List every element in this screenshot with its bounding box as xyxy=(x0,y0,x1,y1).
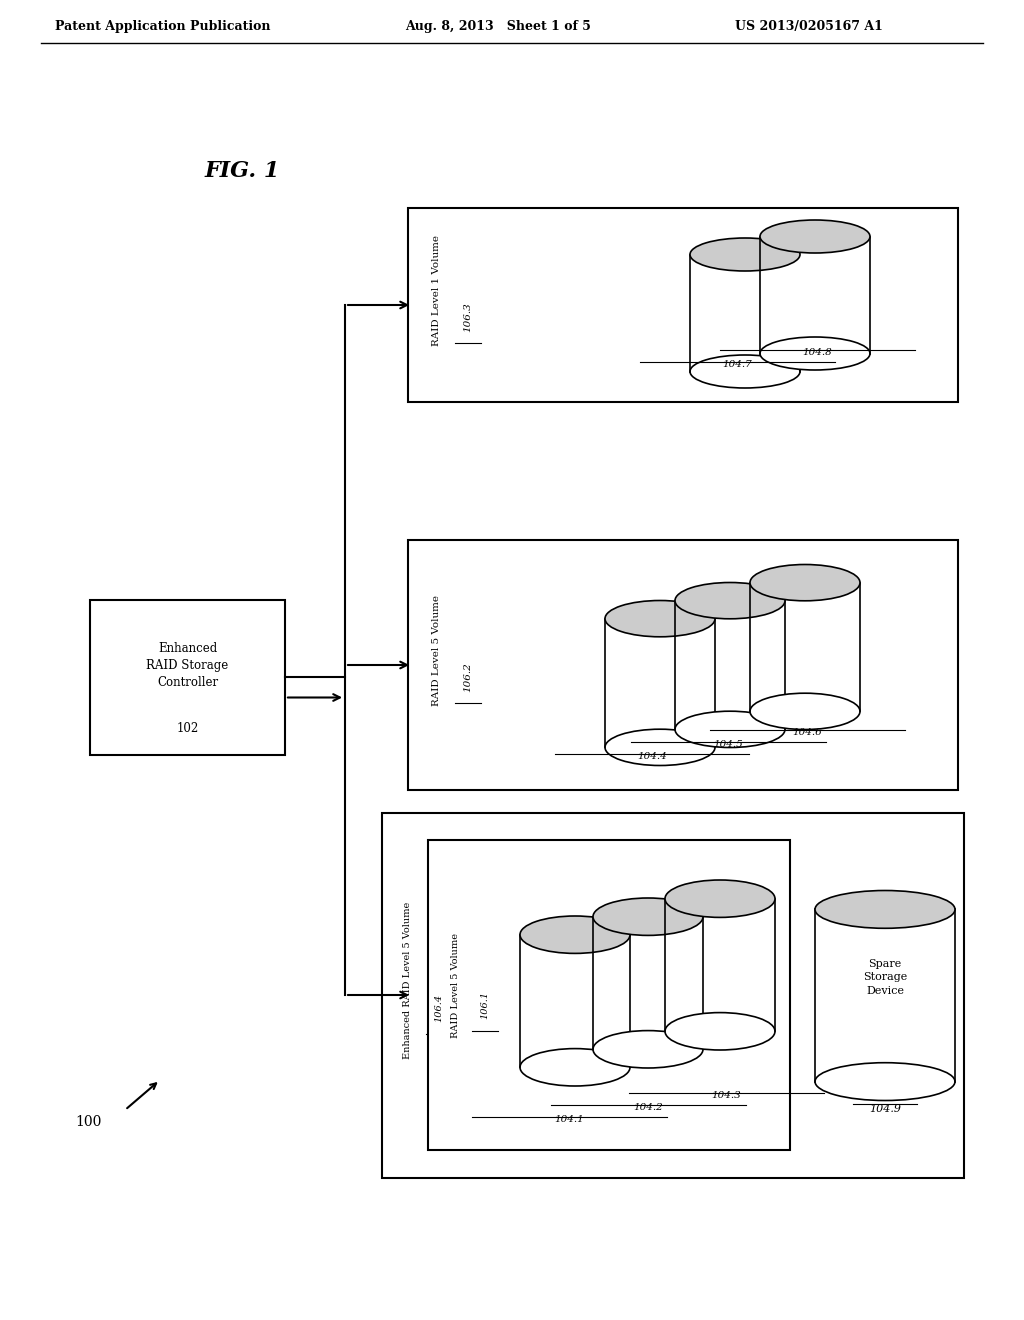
Ellipse shape xyxy=(675,582,785,619)
Text: 104.6: 104.6 xyxy=(793,729,822,737)
Ellipse shape xyxy=(665,880,775,917)
Ellipse shape xyxy=(675,711,785,747)
Ellipse shape xyxy=(815,1063,955,1101)
Text: 104.9: 104.9 xyxy=(869,1104,901,1114)
Text: 106.2: 106.2 xyxy=(464,663,472,692)
Ellipse shape xyxy=(665,1012,775,1049)
Ellipse shape xyxy=(605,729,715,766)
Ellipse shape xyxy=(605,601,715,636)
Text: 104.4: 104.4 xyxy=(637,752,667,762)
Bar xyxy=(90,601,285,755)
Bar xyxy=(815,909,955,1081)
Text: Patent Application Publication: Patent Application Publication xyxy=(55,20,270,33)
Ellipse shape xyxy=(593,1031,703,1068)
Bar xyxy=(750,582,860,711)
Text: 106.3: 106.3 xyxy=(464,302,472,331)
Bar xyxy=(690,255,800,371)
Text: 106.4: 106.4 xyxy=(434,994,443,1022)
Ellipse shape xyxy=(815,891,955,928)
Bar xyxy=(408,209,958,403)
Ellipse shape xyxy=(690,355,800,388)
Text: Aug. 8, 2013   Sheet 1 of 5: Aug. 8, 2013 Sheet 1 of 5 xyxy=(406,20,591,33)
Text: 104.5: 104.5 xyxy=(713,741,742,748)
Text: 104.8: 104.8 xyxy=(802,348,831,356)
Bar xyxy=(760,236,870,354)
Ellipse shape xyxy=(690,238,800,271)
Ellipse shape xyxy=(750,693,860,730)
Text: 102: 102 xyxy=(176,722,199,735)
Ellipse shape xyxy=(520,1048,630,1086)
Bar xyxy=(675,601,785,730)
Ellipse shape xyxy=(593,898,703,936)
Text: 104.7: 104.7 xyxy=(722,360,752,370)
Text: 104.1: 104.1 xyxy=(554,1115,584,1125)
Bar xyxy=(428,840,790,1150)
Text: 104.3: 104.3 xyxy=(711,1092,741,1100)
Bar xyxy=(593,916,703,1049)
Text: FIG. 1: FIG. 1 xyxy=(205,160,281,182)
Bar xyxy=(408,540,958,789)
Text: Enhanced RAID Level 5 Volume: Enhanced RAID Level 5 Volume xyxy=(402,902,412,1059)
Text: 100: 100 xyxy=(75,1115,101,1129)
Bar xyxy=(520,935,630,1068)
Bar xyxy=(605,619,715,747)
Text: 104.2: 104.2 xyxy=(633,1104,663,1111)
Bar xyxy=(382,813,964,1177)
Ellipse shape xyxy=(750,565,860,601)
Text: US 2013/0205167 A1: US 2013/0205167 A1 xyxy=(735,20,883,33)
Text: RAID Level 1 Volume: RAID Level 1 Volume xyxy=(431,235,440,346)
Bar xyxy=(665,899,775,1031)
Text: RAID Level 5 Volume: RAID Level 5 Volume xyxy=(431,594,440,705)
Text: Enhanced
RAID Storage
Controller: Enhanced RAID Storage Controller xyxy=(146,642,228,689)
Ellipse shape xyxy=(520,916,630,953)
Text: RAID Level 5 Volume: RAID Level 5 Volume xyxy=(451,932,460,1038)
Ellipse shape xyxy=(760,337,870,370)
Text: Spare
Storage
Device: Spare Storage Device xyxy=(863,960,907,995)
Text: 106.1: 106.1 xyxy=(480,991,489,1019)
Ellipse shape xyxy=(760,220,870,253)
